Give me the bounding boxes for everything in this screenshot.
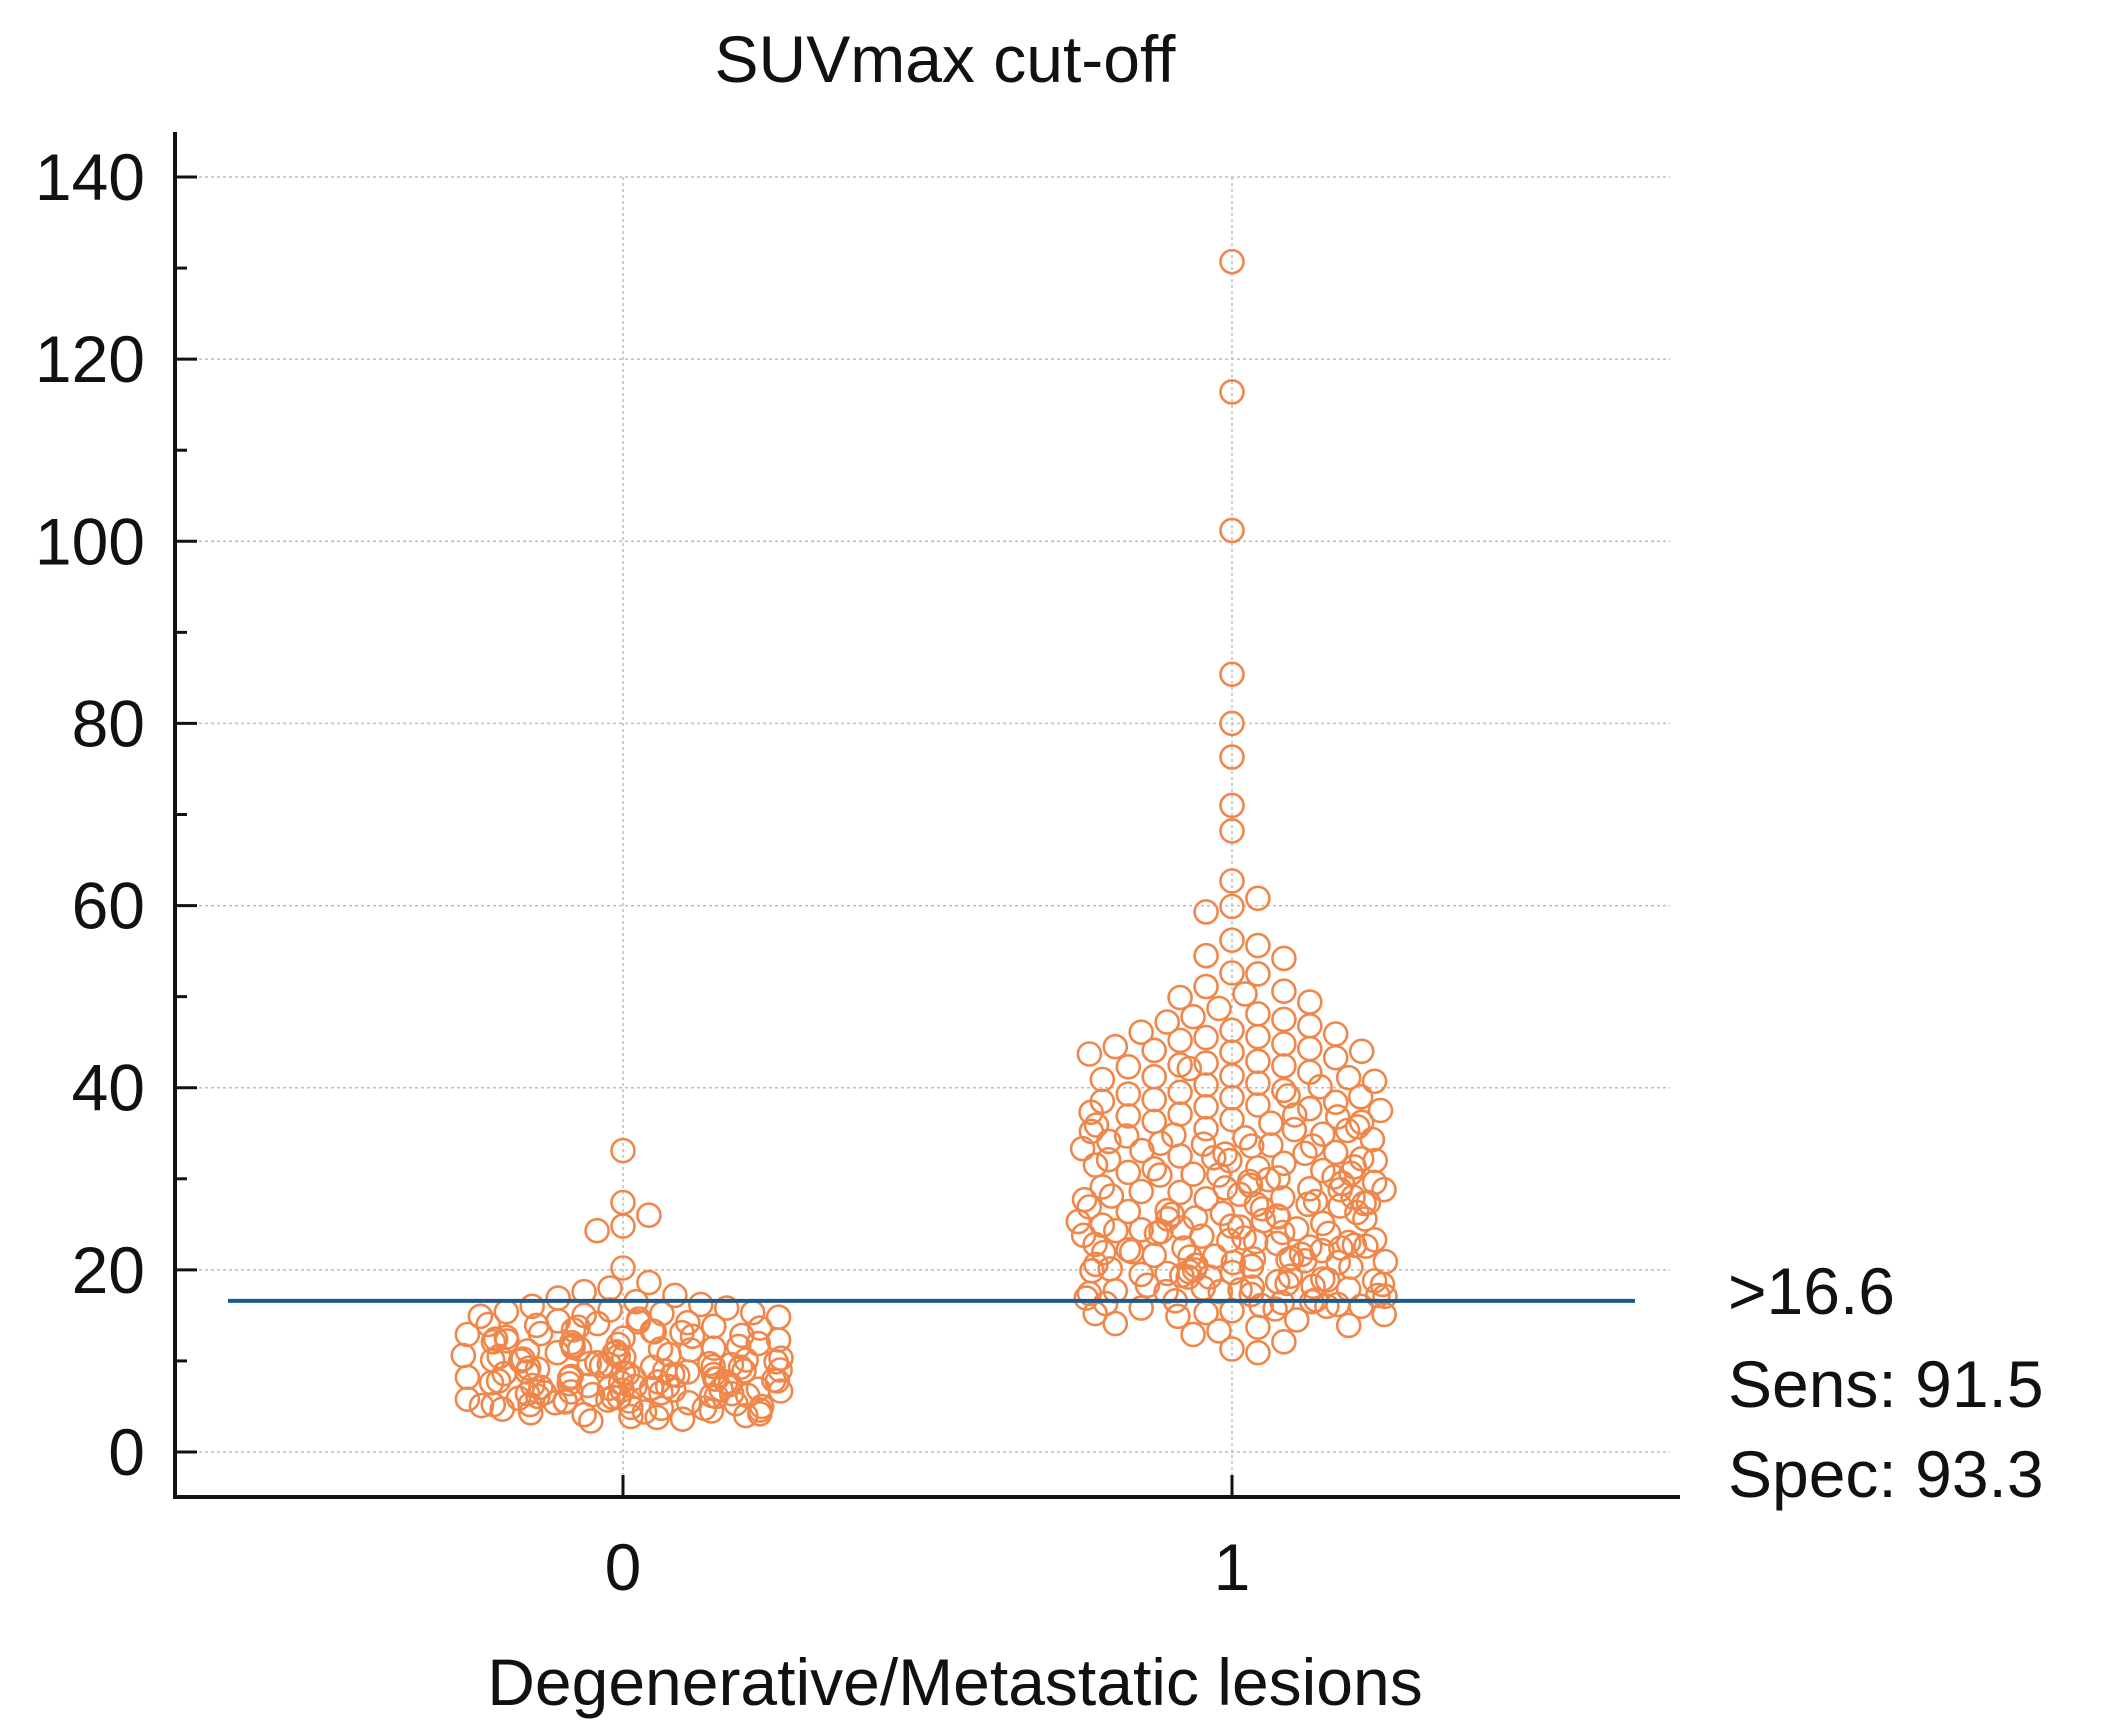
- data-point-group-1: [1246, 962, 1269, 985]
- data-point-group-1: [1246, 887, 1269, 910]
- data-point-group-1: [1084, 1154, 1107, 1177]
- data-point-group-1: [1182, 1005, 1205, 1028]
- data-point-group-0: [573, 1403, 596, 1426]
- data-points: [452, 250, 1397, 1432]
- data-point-group-1: [1298, 1037, 1321, 1060]
- data-point-group-1: [1117, 1083, 1140, 1106]
- data-point-group-0: [637, 1204, 660, 1227]
- data-point-group-1: [1085, 1114, 1108, 1137]
- data-point-group-1: [1272, 1054, 1295, 1077]
- data-point-group-0: [456, 1323, 479, 1346]
- data-point-group-0: [452, 1344, 475, 1367]
- data-point-group-1: [1337, 1314, 1360, 1337]
- data-point-group-1: [1246, 1072, 1269, 1095]
- data-point-group-1: [1293, 1249, 1316, 1272]
- data-point-group-1: [1143, 1065, 1166, 1088]
- data-point-group-1: [1234, 982, 1257, 1005]
- data-point-group-1: [1298, 991, 1321, 1014]
- chart-title: SUVmax cut-off: [715, 22, 1177, 96]
- y-tick-label: 100: [35, 504, 145, 578]
- data-point-group-1: [1148, 1164, 1171, 1187]
- data-point-group-1: [1283, 1118, 1306, 1141]
- data-point-group-0: [646, 1406, 669, 1429]
- data-point-group-1: [1298, 1014, 1321, 1037]
- suvmax-dot-plot: 0 20 40 60 80 100 120 140 0 1 SUVmax cut-off Dege…: [0, 0, 2125, 1728]
- data-point-group-1: [1182, 1323, 1205, 1346]
- data-point-group-1: [1195, 1095, 1218, 1118]
- data-point-group-1: [1246, 1002, 1269, 1025]
- data-point-group-1: [1104, 1312, 1127, 1335]
- data-point-group-0: [547, 1287, 570, 1310]
- y-tick-label: 80: [72, 686, 145, 760]
- data-point-group-0: [579, 1410, 602, 1433]
- data-point-group-0: [456, 1366, 479, 1389]
- data-point-group-1: [1130, 1180, 1153, 1203]
- data-point-group-0: [481, 1349, 504, 1372]
- data-point-group-1: [1143, 1088, 1166, 1111]
- data-point-group-1: [1272, 1330, 1295, 1353]
- data-point-group-1: [1297, 1193, 1320, 1216]
- data-point-group-1: [1349, 1085, 1372, 1108]
- data-point-group-0: [633, 1400, 656, 1423]
- data-point-group-1: [1195, 1117, 1218, 1140]
- data-point-group-1: [1246, 1025, 1269, 1048]
- y-tick-label: 140: [35, 140, 145, 214]
- data-point-group-1: [1195, 944, 1218, 967]
- x-axis-label: Degenerative/Metastatic lesions: [487, 1645, 1422, 1719]
- data-point-group-0: [599, 1277, 622, 1300]
- data-point-group-0: [586, 1219, 609, 1242]
- sensitivity-label: Sens: 91.5: [1728, 1347, 2044, 1421]
- data-point-group-1: [1272, 947, 1295, 970]
- data-point-group-1: [1195, 975, 1218, 998]
- cutoff-value-label: >16.6: [1728, 1254, 1895, 1328]
- axes: 0 20 40 60 80 100 120 140 0 1: [35, 132, 1680, 1604]
- data-point-group-0: [456, 1388, 479, 1411]
- chart-root: 0 20 40 60 80 100 120 140 0 1 SUVmax cut-off Dege…: [0, 0, 2125, 1728]
- data-point-group-1: [1078, 1043, 1101, 1066]
- data-point-group-1: [1364, 1149, 1387, 1172]
- data-point-group-1: [1246, 1050, 1269, 1073]
- data-point-group-1: [1067, 1210, 1090, 1233]
- data-point-group-1: [1162, 1124, 1185, 1147]
- data-point-group-1: [1143, 1157, 1166, 1180]
- data-point-group-1: [1339, 1256, 1362, 1279]
- data-point-group-1: [1208, 997, 1231, 1020]
- data-point-group-1: [1195, 1074, 1218, 1097]
- data-point-group-1: [1195, 1026, 1218, 1049]
- data-point-group-1: [1246, 934, 1269, 957]
- data-point-group-1: [1143, 1110, 1166, 1133]
- data-point-group-1: [1272, 980, 1295, 1003]
- data-point-group-0: [491, 1398, 514, 1421]
- data-point-group-1: [1363, 1070, 1386, 1093]
- data-point-group-1: [1091, 1068, 1114, 1091]
- y-tick-label: 0: [108, 1415, 145, 1489]
- data-point-group-1: [1169, 1029, 1192, 1052]
- y-tick-label: 20: [72, 1233, 145, 1307]
- data-point-group-1: [1104, 1035, 1127, 1058]
- data-point-group-1: [1195, 900, 1218, 923]
- data-point-group-1: [1298, 1097, 1321, 1120]
- y-tick-label: 60: [72, 869, 145, 943]
- data-point-group-1: [1350, 1040, 1373, 1063]
- data-point-group-1: [1169, 1081, 1192, 1104]
- data-point-group-1: [1117, 1055, 1140, 1078]
- data-point-group-1: [1324, 1046, 1347, 1069]
- data-point-group-1: [1285, 1308, 1308, 1331]
- data-point-group-1: [1169, 1103, 1192, 1126]
- data-point-group-1: [1246, 1316, 1269, 1339]
- y-tick-label: 40: [72, 1051, 145, 1125]
- data-point-group-1: [1143, 1039, 1166, 1062]
- data-point-group-1: [1272, 1033, 1295, 1056]
- data-point-group-0: [702, 1315, 725, 1338]
- specificity-label: Spec: 93.3: [1728, 1437, 2044, 1511]
- x-tick-label: 1: [1214, 1530, 1251, 1604]
- data-point-group-1: [1324, 1023, 1347, 1046]
- y-tick-label: 120: [35, 322, 145, 396]
- data-point-group-1: [1272, 1008, 1295, 1031]
- data-point-group-1: [1246, 1341, 1269, 1364]
- data-point-group-1: [1073, 1188, 1096, 1211]
- x-tick-label: 0: [605, 1530, 642, 1604]
- data-point-group-1: [1259, 1112, 1282, 1135]
- data-point-group-0: [700, 1400, 723, 1423]
